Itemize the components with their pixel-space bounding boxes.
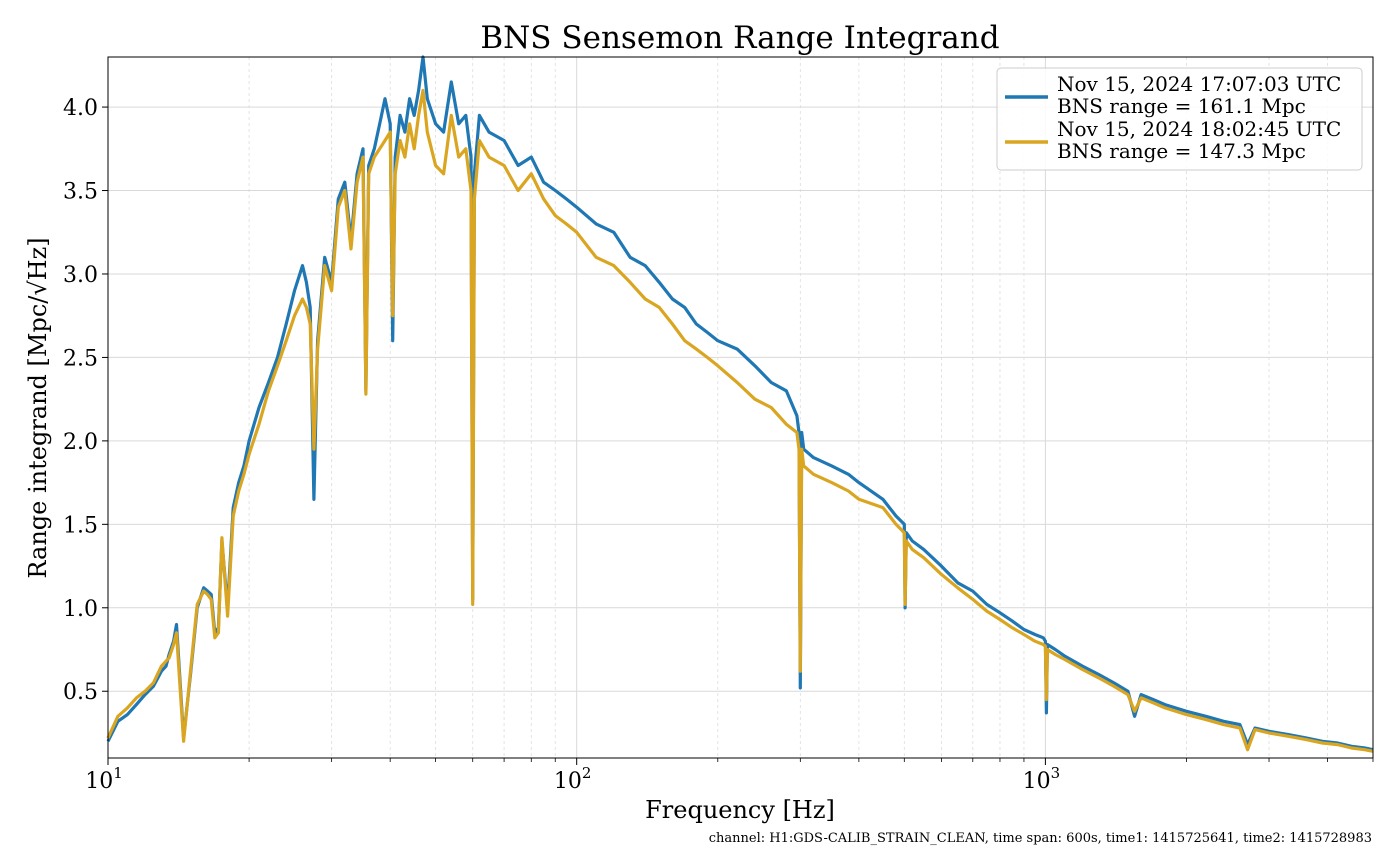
y-tick-label: 1.0 — [63, 597, 98, 622]
series-line-2 — [106, 88, 1374, 753]
legend-label-series-2-time: Nov 15, 2024 18:02:45 UTC — [1057, 117, 1341, 141]
y-tick-label: 2.5 — [63, 346, 98, 371]
chart-title: BNS Sensemon Range Integrand — [480, 20, 999, 56]
y-tick-label: 3.5 — [63, 180, 98, 205]
channel-footnote: channel: H1:GDS-CALIB_STRAIN_CLEAN, time… — [709, 831, 1372, 846]
y-tick-label: 1.5 — [63, 513, 98, 538]
legend-label-series-2-range: BNS range = 147.3 Mpc — [1057, 139, 1306, 163]
plot-frame — [107, 56, 1374, 759]
x-tick-label: 103 — [1023, 764, 1061, 794]
series-lines — [106, 55, 1374, 753]
y-axis-label: Range integrand [Mpc/√Hz] — [24, 237, 52, 578]
y-tick-label: 4.0 — [63, 96, 98, 121]
x-axis-label: Frequency [Hz] — [645, 796, 835, 824]
x-axis-ticks: 101 102 103 — [85, 758, 1374, 794]
legend-label-series-1-range: BNS range = 161.1 Mpc — [1057, 94, 1306, 118]
x-tick-label: 102 — [554, 764, 592, 794]
y-tick-label: 2.0 — [63, 430, 98, 455]
y-tick-label: 0.5 — [63, 680, 98, 705]
series-line-1 — [106, 55, 1374, 752]
legend: Nov 15, 2024 17:07:03 UTC BNS range = 16… — [996, 67, 1363, 171]
y-tick-label: 3.0 — [63, 263, 98, 288]
legend-label-series-1-time: Nov 15, 2024 17:07:03 UTC — [1057, 72, 1341, 96]
legend-box — [996, 67, 1363, 171]
y-axis-ticks: 0.5 1.0 1.5 2.0 2.5 3.0 3.5 4.0 — [63, 96, 108, 705]
x-tick-label: 101 — [85, 764, 123, 794]
